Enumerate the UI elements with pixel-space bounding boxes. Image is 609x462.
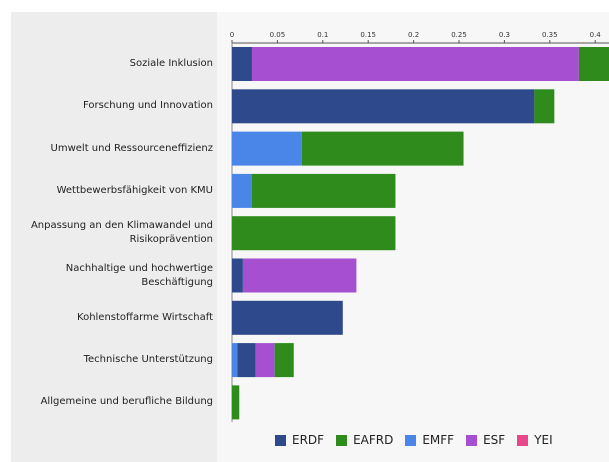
bar-segment-eafrd[interactable] bbox=[534, 89, 555, 124]
legend-swatch bbox=[466, 434, 478, 446]
legend: ERDF EAFRD EMFF ESF YEI bbox=[275, 430, 565, 450]
legend-label: EAFRD bbox=[353, 433, 394, 447]
x-tick-label: 0.2 bbox=[408, 31, 419, 39]
bar-segment-erdf[interactable] bbox=[232, 258, 243, 293]
legend-item-esf[interactable]: ESF bbox=[466, 433, 505, 447]
category-label: Allgemeine und berufliche Bildung bbox=[40, 396, 213, 408]
legend-swatch bbox=[517, 434, 529, 446]
bar-segment-eafrd[interactable] bbox=[301, 131, 464, 166]
legend-item-eafrd[interactable]: EAFRD bbox=[336, 433, 393, 447]
bar-segment-emff[interactable] bbox=[232, 131, 302, 166]
bar-segment-eafrd[interactable] bbox=[578, 47, 609, 81]
category-label: Forschung und Innovation bbox=[82, 100, 213, 112]
category-label: Kohlenstoffarme Wirtschaft bbox=[77, 311, 213, 323]
category-panel bbox=[11, 12, 217, 462]
legend-swatch bbox=[275, 434, 286, 446]
category-label: Anpassung an den Klimawandel und Risikop… bbox=[30, 220, 213, 246]
legend-item-erdf[interactable]: ERDF bbox=[275, 433, 324, 447]
x-tick-label: 0.3 bbox=[499, 31, 510, 39]
x-tick-label: 0 bbox=[230, 31, 234, 39]
bar-segment-emff[interactable] bbox=[232, 343, 238, 378]
category-label: Soziale Inklusion bbox=[129, 58, 213, 69]
x-tick-label: 0.05 bbox=[270, 31, 286, 39]
bar-segment-eafrd[interactable] bbox=[232, 385, 240, 420]
bar-segment-erdf[interactable] bbox=[232, 89, 535, 124]
legend-item-yei[interactable]: YEI bbox=[517, 433, 553, 447]
bar-segment-erdf[interactable] bbox=[237, 343, 256, 378]
bar-segment-erdf[interactable] bbox=[232, 300, 343, 335]
x-tick-label: 0.35 bbox=[542, 31, 558, 39]
category-label: Umwelt und Ressourceneffizienz bbox=[50, 142, 213, 154]
bars bbox=[232, 47, 609, 420]
category-label: Nachhaltige und hochwertige Beschäftigun… bbox=[65, 262, 213, 288]
legend-label: YEI bbox=[534, 433, 553, 447]
x-tick-label: 0.4 bbox=[590, 31, 602, 39]
category-label: Wettbewerbsfähigkeit von KMU bbox=[56, 184, 213, 196]
x-tick-label: 0.15 bbox=[360, 31, 376, 39]
legend-label: EMFF bbox=[422, 433, 455, 447]
bar-segment-esf[interactable] bbox=[255, 343, 275, 378]
x-tick-label: 0.1 bbox=[317, 31, 328, 39]
legend-item-emff[interactable]: EMFF bbox=[405, 433, 454, 447]
bar-segment-emff[interactable] bbox=[232, 173, 252, 208]
category-label: Technische Unterstützung bbox=[83, 354, 213, 366]
legend-label: ESF bbox=[483, 433, 506, 447]
bar-segment-esf[interactable] bbox=[242, 258, 357, 293]
bar-segment-eafrd[interactable] bbox=[274, 343, 294, 378]
bar-segment-erdf[interactable] bbox=[232, 47, 252, 81]
legend-swatch bbox=[405, 434, 417, 446]
bar-segment-eafrd[interactable] bbox=[232, 216, 396, 251]
legend-swatch bbox=[336, 434, 348, 446]
bar-segment-eafrd[interactable] bbox=[251, 173, 396, 208]
bar-segment-esf[interactable] bbox=[251, 47, 579, 81]
legend-label: ERDF bbox=[292, 433, 325, 447]
x-tick-label: 0.25 bbox=[451, 31, 467, 39]
